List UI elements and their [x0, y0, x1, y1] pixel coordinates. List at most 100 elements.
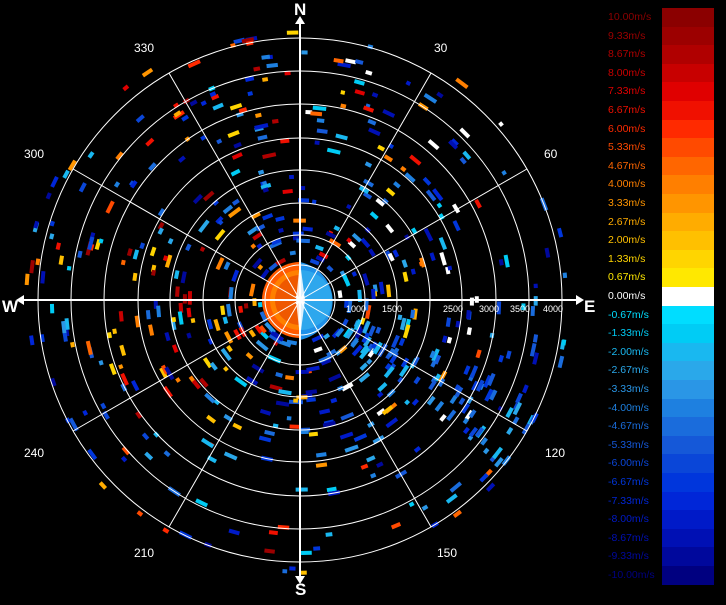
echo-cell — [351, 271, 358, 277]
legend-label: 6.00m/s — [608, 122, 646, 135]
echo-cell — [192, 193, 203, 205]
echo-cell — [78, 182, 87, 193]
legend-swatch — [662, 212, 714, 232]
legend-label: -2.00m/s — [608, 345, 649, 358]
bearing-spoke — [299, 299, 528, 432]
echo-cell — [462, 417, 469, 425]
echo-cell — [195, 498, 209, 508]
echo-cell — [445, 317, 452, 327]
legend-label: 3.33m/s — [608, 197, 646, 209]
east-arrow — [576, 295, 584, 305]
legend-swatch — [662, 547, 714, 567]
legend-swatch — [662, 361, 714, 381]
bearing-spoke — [299, 299, 432, 528]
echo-cell — [391, 334, 400, 349]
echo-cell — [341, 382, 354, 392]
legend-swatch — [662, 45, 714, 65]
echo-cell — [335, 327, 345, 338]
echo-cell — [275, 400, 290, 407]
echo-cell — [164, 366, 175, 381]
echo-cell — [431, 348, 440, 362]
echo-cell — [529, 342, 537, 357]
echo-cell — [408, 501, 415, 508]
echo-cell — [268, 262, 278, 272]
legend-label: 9.33m/s — [608, 29, 646, 42]
echo-cell — [512, 416, 520, 426]
echo-cell — [148, 324, 155, 336]
echo-cell — [326, 348, 337, 358]
legend-label: 5.33m/s — [608, 141, 646, 154]
echo-cell — [494, 457, 504, 468]
echo-cell — [198, 219, 210, 233]
echo-cell — [357, 289, 363, 302]
echo-cell — [300, 186, 306, 191]
echo-cell — [245, 376, 259, 386]
echo-cell — [153, 431, 160, 438]
echo-cell — [313, 546, 321, 551]
echo-cell — [561, 339, 567, 346]
echo-cell — [432, 188, 444, 202]
echo-cell — [213, 318, 221, 332]
echo-cell — [469, 365, 479, 379]
echo-cell — [400, 357, 410, 368]
echo-cell — [209, 361, 218, 371]
echo-cell — [501, 170, 507, 176]
echo-cell — [244, 76, 255, 83]
echo-cell — [264, 429, 276, 437]
legend-label: 6.67m/s — [608, 104, 646, 116]
echo-cell — [423, 93, 438, 104]
echo-cell — [173, 110, 182, 118]
echo-cell — [100, 402, 107, 410]
echo-cell — [429, 350, 436, 359]
echo-cell — [371, 92, 379, 98]
echo-cell — [503, 254, 510, 268]
echo-cell — [375, 326, 382, 334]
echo-cell — [366, 358, 373, 365]
legend-swatch — [662, 398, 714, 418]
echo-cell — [314, 244, 324, 252]
echo-cell — [229, 102, 243, 111]
radar-plot[interactable] — [0, 0, 600, 600]
echo-cell — [191, 379, 201, 390]
velocity-legend: 10.00m/s 9.33m/s 8.67m/s 8.00m/s 7.33m/s 6.67… — [600, 0, 726, 600]
echo-cell — [87, 448, 98, 461]
bearing-spoke — [299, 168, 528, 301]
echo-cell — [163, 450, 171, 458]
echo-cell — [340, 103, 347, 109]
echo-cell — [186, 307, 192, 318]
echo-cell — [342, 318, 349, 327]
echo-cell — [258, 435, 272, 443]
echo-cell — [426, 395, 436, 406]
echo-cell — [532, 352, 539, 365]
echo-cell — [372, 434, 385, 445]
echo-cell — [428, 379, 437, 391]
echo-cell — [410, 268, 416, 275]
echo-cell — [255, 223, 266, 232]
echo-cell — [452, 509, 462, 518]
echo-cell — [180, 271, 187, 284]
bearing-label-150: 150 — [437, 546, 458, 560]
echo-cell — [441, 335, 448, 343]
echo-cell — [362, 336, 372, 348]
echo-cell — [295, 369, 309, 375]
echo-cell — [49, 220, 55, 227]
echo-cell — [212, 199, 219, 206]
echo-cell — [264, 548, 276, 554]
legend-label: -1.33m/s — [608, 327, 649, 340]
echo-cell — [385, 417, 399, 429]
echo-cell — [319, 408, 331, 415]
echo-cell — [492, 446, 503, 460]
echo-cell — [405, 80, 412, 86]
echo-cell — [226, 344, 233, 353]
echo-cell — [262, 77, 269, 82]
echo-cell — [227, 129, 240, 139]
echo-cell — [274, 257, 287, 267]
echo-cell — [223, 451, 238, 461]
echo-cell — [262, 212, 274, 221]
legend-swatch — [662, 231, 714, 251]
echo-cell — [258, 325, 267, 334]
echo-cell — [295, 487, 308, 492]
echo-cell — [320, 358, 332, 366]
echo-cell — [300, 550, 312, 556]
radar-view[interactable]: N S E W 30 60 120 150 210 240 300 330 10… — [0, 0, 600, 600]
